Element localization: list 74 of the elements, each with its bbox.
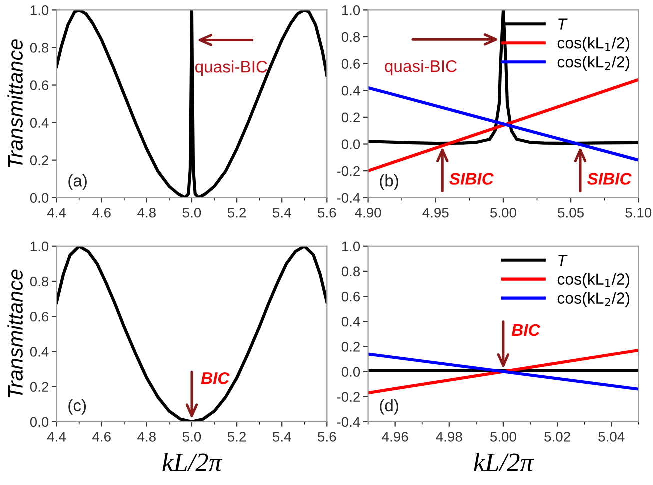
y-tick-label: 0.8 xyxy=(342,32,360,42)
line-series xyxy=(56,246,328,422)
y-tick-label: 0.0 xyxy=(342,140,360,150)
y-tick-label: 0.6 xyxy=(342,292,360,302)
annotation: BIC xyxy=(201,372,230,384)
y-tick-label: 0.2 xyxy=(30,156,48,166)
y-tick-label: 0.2 xyxy=(30,382,48,392)
y-tick-label: 1.0 xyxy=(30,6,49,16)
annotation: quasi-BIC xyxy=(196,60,268,76)
y-tick-label: 1.0 xyxy=(30,242,49,252)
x-tick-label: 4.6 xyxy=(92,208,111,218)
x-axis-title: kL/2π xyxy=(474,452,534,472)
annotation: (b) xyxy=(380,174,398,190)
y-tick-label: -0.4 xyxy=(337,417,360,428)
legend-label: cos(kL$_{2}$/2) xyxy=(558,292,630,308)
legend-label: T xyxy=(558,254,568,266)
annotation: (a) xyxy=(68,174,87,190)
annotation: (c) xyxy=(68,399,86,415)
y-tick-label: 0.8 xyxy=(342,266,360,277)
y-tick-label: 0.0 xyxy=(30,193,49,204)
y-tick-label: 0.4 xyxy=(342,316,360,327)
x-tick-label: 4.8 xyxy=(138,432,156,442)
y-tick-label: 0.6 xyxy=(30,80,49,90)
y-tick-label: 0.6 xyxy=(30,312,49,322)
y-tick-label: 0.8 xyxy=(30,43,49,53)
y-tick-label: -0.4 xyxy=(337,193,360,204)
y-axis-title: Transmittance xyxy=(8,40,23,168)
x-tick-label: 4.96 xyxy=(382,432,408,442)
annotation: quasi-BIC xyxy=(385,60,457,76)
x-tick-label: 5.00 xyxy=(490,208,516,218)
y-tick-label: 0.2 xyxy=(342,342,360,352)
x-tick-label: 4.4 xyxy=(47,432,66,442)
x-tick-label: 4.6 xyxy=(92,432,111,442)
x-axis-title: kL/2π xyxy=(162,452,223,472)
y-tick-label: -0.2 xyxy=(337,392,360,402)
legend-label: cos(kL$_{1}$/2) xyxy=(558,37,630,52)
x-tick-label: 5.04 xyxy=(598,432,625,442)
x-tick-label: 4.90 xyxy=(355,208,382,218)
x-tick-label: 5.10 xyxy=(626,208,652,218)
x-tick-label: 4.8 xyxy=(138,208,156,218)
x-tick-label: 5.00 xyxy=(490,432,516,442)
legend-label: cos(kL$_{2}$/2) xyxy=(558,56,630,71)
x-tick-label: 5.6 xyxy=(318,208,336,218)
x-tick-label: 5.02 xyxy=(544,432,570,442)
y-tick-label: 1.0 xyxy=(342,242,360,252)
y-tick-label: 0.8 xyxy=(30,276,49,287)
annotation: SIBIC xyxy=(587,173,632,185)
annotation: SIBIC xyxy=(450,173,494,185)
y-tick-label: 0.4 xyxy=(30,118,49,128)
x-tick-label: 5.2 xyxy=(228,432,246,442)
y-tick-label: 0.0 xyxy=(30,417,49,428)
y-tick-label: 0.4 xyxy=(30,347,49,357)
x-tick-label: 5.4 xyxy=(273,432,292,442)
x-tick-label: 5.4 xyxy=(273,208,292,218)
annotation: BIC xyxy=(512,324,540,336)
y-tick-label: 0.0 xyxy=(342,367,360,377)
x-tick-label: 5.05 xyxy=(558,208,584,218)
legend-label: cos(kL$_{1}$/2) xyxy=(558,273,630,288)
y-axis-title: Transmittance xyxy=(8,270,23,398)
x-tick-label: 5.2 xyxy=(228,208,246,218)
x-tick-label: 4.95 xyxy=(422,208,449,218)
y-tick-label: -0.2 xyxy=(337,166,360,176)
legend-label: T xyxy=(558,18,568,30)
x-tick-label: 4.4 xyxy=(47,208,66,218)
x-tick-label: 5.0 xyxy=(182,208,202,218)
y-tick-label: 0.4 xyxy=(342,86,360,96)
y-tick-label: 1.0 xyxy=(342,6,360,16)
y-tick-label: 0.2 xyxy=(342,112,360,123)
x-tick-label: 5.6 xyxy=(318,432,336,442)
x-tick-label: 4.98 xyxy=(436,432,462,442)
line-series xyxy=(56,10,328,198)
annotation: (d) xyxy=(380,399,398,415)
y-tick-label: 0.6 xyxy=(342,59,360,69)
x-tick-label: 5.0 xyxy=(182,432,202,442)
